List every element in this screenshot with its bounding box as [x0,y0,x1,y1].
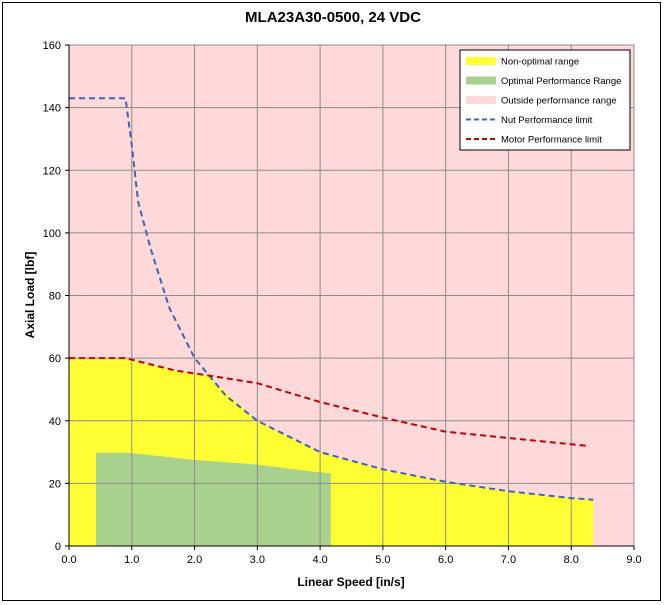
x-tick-label: 9.0 [626,554,641,566]
y-tick-label: 0 [55,541,61,553]
legend-swatch [466,96,496,104]
series-line-4 [69,357,587,447]
x-tick-label: 2.0 [187,554,202,566]
x-tick-label: 1.0 [124,554,139,566]
x-tick-label: 0.0 [61,554,76,566]
y-tick-label: 160 [43,40,61,52]
legend: Non-optimal range Optimal Performance Ran… [459,49,631,151]
y-tick-label: 80 [49,291,61,303]
legend-label: Non-optimal range [501,57,579,68]
x-tick-label: 3.0 [250,554,265,566]
x-tick-label: 5.0 [375,554,390,566]
legend-label: Motor Performance limit [501,135,602,146]
legend-label: Outside performance range [501,96,617,107]
chart-title: MLA23A30-0500, 24 VDC [245,9,421,26]
y-tick-label: 120 [43,165,61,177]
y-axis-title: Axial Load [lbf] [23,252,37,339]
y-tick-label: 40 [49,416,61,428]
y-tick-label: 140 [43,103,61,115]
x-tick-label: 7.0 [501,554,516,566]
y-tick-label: 100 [43,228,61,240]
series-line-3 [69,97,594,501]
x-tick-label: 8.0 [564,554,579,566]
x-tick-label: 6.0 [438,554,453,566]
legend-label: Optimal Performance Range [501,76,621,87]
legend-swatch [466,57,496,65]
x-axis-title: Linear Speed [in/s] [297,575,404,589]
y-tick-label: 20 [49,478,61,490]
x-tick-label: 4.0 [312,554,327,566]
legend-swatch [466,76,496,85]
legend-label: Nut Performance limit [501,115,593,126]
y-tick-label: 60 [49,353,61,365]
series-area-1 [96,452,331,546]
